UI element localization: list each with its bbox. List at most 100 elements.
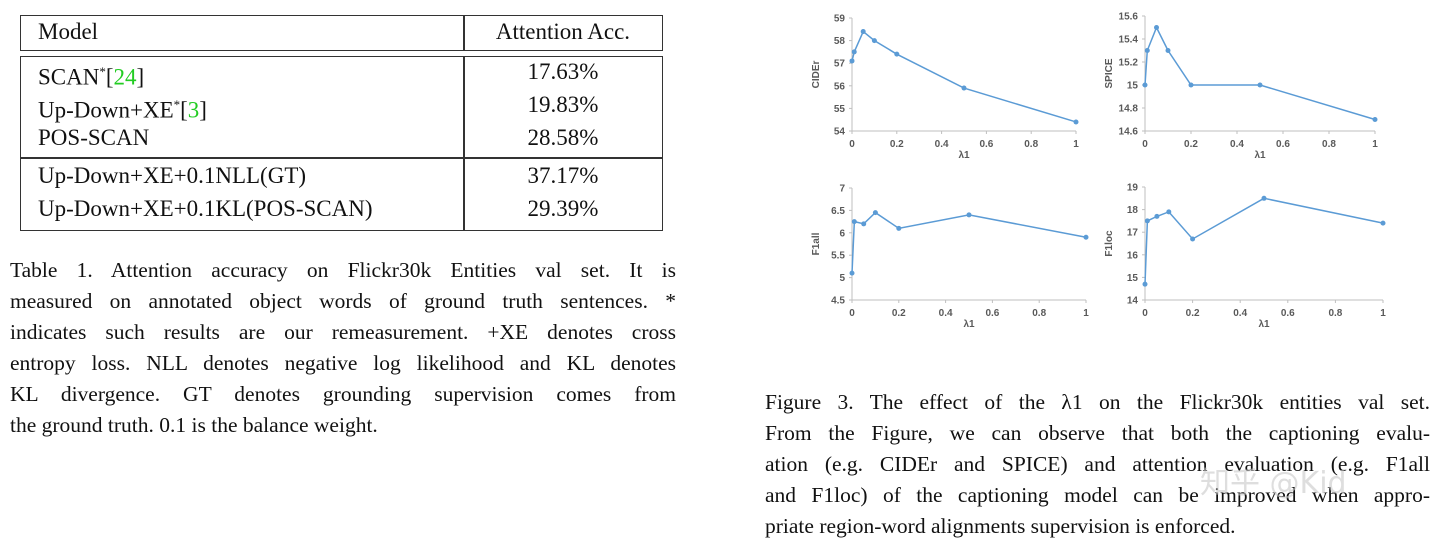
model-text: Up-Down+XE+0.1NLL(GT) (38, 163, 307, 188)
y-tick-label: 54 (834, 127, 846, 138)
x-axis-label: λ1 (1258, 319, 1270, 330)
y-tick-label: 55 (834, 104, 846, 115)
point (849, 58, 855, 64)
model-text: ] (199, 97, 207, 123)
caption-line: and F1loc) of the captioning model can b… (765, 483, 1430, 507)
y-axis-label: F1all (811, 232, 822, 255)
x-tick-label: 0.6 (1276, 139, 1290, 150)
header-cell: Model (38, 19, 99, 44)
model-text: * (99, 64, 106, 79)
accuracy-cell: 19.83% (527, 92, 599, 117)
model-cell: Up-Down+XE+0.1KL(POS-SCAN) (38, 192, 373, 226)
x-tick-label: 0.2 (1184, 139, 1198, 150)
y-tick-label: 6.5 (831, 206, 845, 217)
caption-line: measured on annotated object words of gr… (10, 289, 676, 313)
line (1144, 25, 1376, 121)
y-tick-label: 15 (1127, 81, 1139, 92)
model-cell: SCAN*[24] (38, 55, 144, 95)
point (1073, 119, 1079, 125)
y-tick-label: 4.5 (831, 296, 845, 307)
x-tick-label: 0.6 (1281, 308, 1295, 319)
table-header-box (20, 15, 663, 51)
point (966, 212, 972, 218)
point (861, 221, 867, 227)
y-tick-label: 56 (834, 81, 846, 92)
model-text: POS-SCAN (38, 125, 150, 150)
point (1165, 48, 1171, 53)
x-tick-label: 0.2 (1186, 308, 1200, 319)
point (1257, 82, 1263, 88)
point (896, 225, 902, 231)
caption-line: KL divergence. GT denotes grounding supe… (10, 382, 676, 406)
line (851, 211, 1087, 274)
model-cell: POS-SCAN (38, 121, 149, 155)
table-caption: Table 1. Attention accuracy on Flickr30k… (10, 255, 676, 441)
x-tick-label: 0 (849, 308, 855, 319)
x-tick-label: 0.8 (1328, 308, 1342, 319)
y-tick-label: 15.4 (1119, 35, 1139, 46)
model-cell: Up-Down+XE+0.1NLL(GT) (38, 159, 306, 193)
x-tick-label: 0.4 (939, 308, 953, 319)
y-tick-label: 58 (834, 36, 846, 47)
caption-line: From the Figure, we can observe that bot… (765, 421, 1430, 445)
x-tick-label: 0.8 (1322, 139, 1336, 150)
x-tick-label: 0 (849, 139, 855, 150)
point (1142, 82, 1148, 88)
y-tick-label: 15.6 (1119, 12, 1139, 23)
point (851, 49, 857, 55)
model-text: ] (136, 64, 145, 90)
y-tick-label: 7 (839, 184, 845, 195)
y-tick-label: 5.5 (831, 251, 845, 262)
point (961, 85, 967, 91)
point (1188, 82, 1194, 88)
point (1154, 25, 1159, 30)
point (872, 210, 878, 216)
y-tick-label: 5 (839, 273, 845, 284)
column-divider (463, 15, 465, 51)
y-tick-label: 14.6 (1119, 127, 1139, 138)
chart: 4.5 5 5.5 6 6.5 7 0 0.2 0.4 0.6 0.8 1 λ1 F1all (811, 184, 1089, 331)
caption-line: Figure 3. The effect of the λ1 on the Fl… (765, 390, 1430, 414)
x-tick-label: 0.8 (1024, 139, 1038, 150)
caption-line: Table 1. Attention accuracy on Flickr30k… (10, 258, 676, 282)
x-tick-label: 1 (1073, 139, 1079, 150)
point (1154, 213, 1160, 219)
x-tick-label: 0.4 (1230, 139, 1244, 150)
point (1144, 218, 1150, 224)
point (1380, 220, 1386, 226)
y-tick-label: 16 (1127, 250, 1139, 261)
caption-line: the ground truth. 0.1 is the balance wei… (10, 413, 378, 437)
y-axis-label: F1loc (1104, 230, 1115, 257)
point (1144, 48, 1150, 53)
x-tick-label: 1 (1380, 308, 1386, 319)
x-tick-label: 1 (1083, 308, 1089, 319)
group-divider (20, 157, 663, 159)
point (1261, 195, 1267, 201)
model-text: * (173, 97, 181, 112)
point (1372, 117, 1378, 122)
x-tick-label: 0.4 (1233, 308, 1247, 319)
chart: 14 15 16 17 18 19 0 0.2 0.4 0.6 0.8 1 λ1 F1loc (1104, 183, 1386, 331)
caption-line: entropy loss. NLL denotes negative log l… (10, 351, 676, 375)
model-text: [ (105, 64, 114, 90)
x-tick-label: 0.4 (935, 139, 949, 150)
point (1083, 234, 1089, 240)
x-axis-label: λ1 (1254, 150, 1266, 161)
line (1144, 197, 1384, 285)
x-axis-label: λ1 (958, 150, 970, 161)
point (871, 38, 877, 44)
y-tick-label: 19 (1127, 183, 1139, 194)
accuracy-cell: 28.58% (527, 125, 599, 150)
x-tick-label: 0 (1142, 308, 1148, 319)
watermark: 知乎 @Kid (1200, 466, 1347, 501)
point (1142, 281, 1148, 287)
point (860, 29, 866, 35)
header-cell: Attention Acc. (495, 19, 631, 44)
model-text: 3 (187, 97, 200, 123)
model-text: SCAN (38, 64, 100, 90)
y-tick-label: 57 (834, 59, 846, 70)
y-tick-label: 14 (1127, 296, 1139, 307)
point (894, 51, 900, 57)
y-tick-label: 59 (834, 14, 846, 25)
